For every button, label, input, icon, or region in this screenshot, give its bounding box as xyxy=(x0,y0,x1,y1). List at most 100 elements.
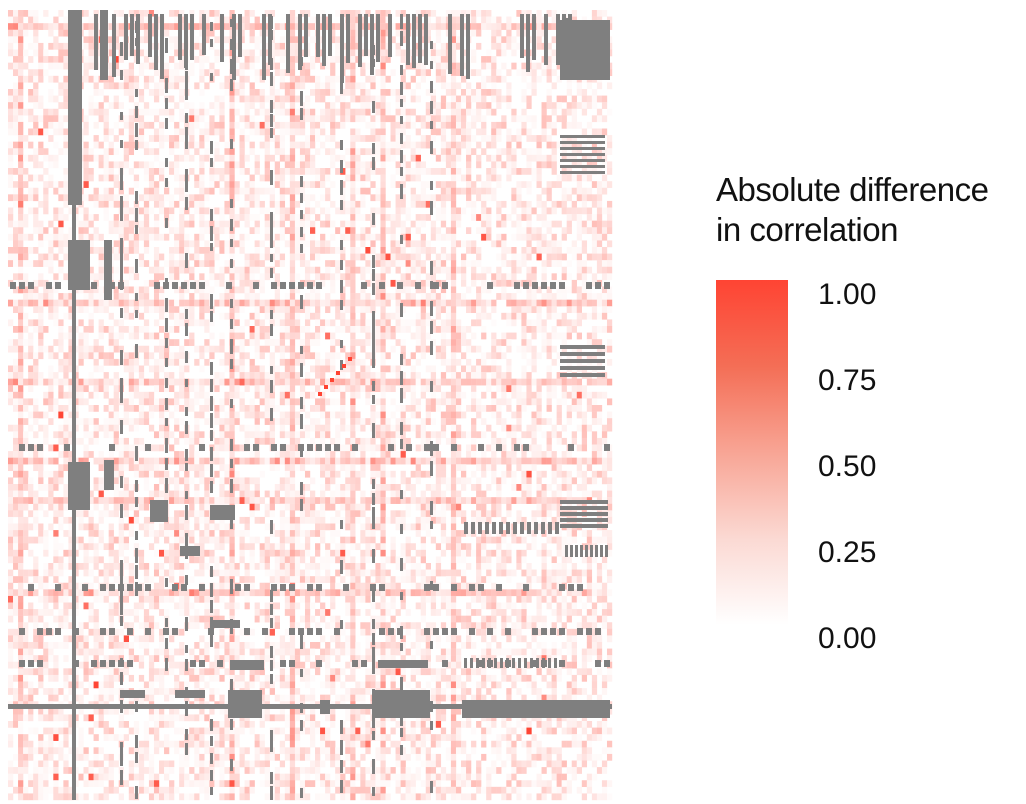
heatmap-cell xyxy=(274,405,280,412)
heatmap-cell xyxy=(405,279,411,287)
heatmap-cell xyxy=(219,187,225,195)
heatmap-cell xyxy=(304,266,311,274)
heatmap-cell xyxy=(395,23,401,30)
heatmap-cell xyxy=(179,75,185,83)
heatmap-cell xyxy=(531,424,537,432)
heatmap-cell xyxy=(28,69,34,77)
heatmap-cell xyxy=(63,405,69,412)
heatmap-cell xyxy=(224,148,230,156)
heatmap-cell xyxy=(274,279,280,287)
heatmap-cell xyxy=(596,253,603,261)
heatmap-cell xyxy=(169,56,175,63)
heatmap-cell xyxy=(189,266,195,274)
heatmap-cell xyxy=(335,23,341,30)
heatmap-cell xyxy=(556,141,562,149)
heatmap-cell xyxy=(330,319,336,327)
heatmap-cell xyxy=(405,405,411,412)
heatmap-cell xyxy=(28,42,34,50)
heatmap-cell xyxy=(415,168,421,175)
heatmap-cell xyxy=(83,207,89,215)
heatmap-cell xyxy=(481,220,487,228)
heatmap-cell xyxy=(476,299,482,307)
heatmap-cell xyxy=(380,319,386,327)
heatmap-cell xyxy=(199,128,205,136)
heatmap-cell xyxy=(249,411,255,419)
heatmap-cell xyxy=(294,36,301,44)
heatmap-cell xyxy=(461,352,467,360)
heatmap-cell xyxy=(450,187,457,195)
heatmap-cell xyxy=(143,207,150,215)
heatmap-cell xyxy=(430,431,437,439)
heatmap-cell xyxy=(521,326,527,333)
heatmap-cell xyxy=(340,385,346,393)
heatmap-cell xyxy=(355,200,361,208)
heatmap-cell xyxy=(576,273,582,281)
heatmap-cell xyxy=(345,352,351,360)
heatmap-cell xyxy=(440,247,447,254)
heatmap-cell xyxy=(128,10,135,17)
heatmap-cell xyxy=(148,10,155,17)
heatmap-cell xyxy=(63,102,69,109)
heatmap-cell xyxy=(455,115,462,123)
heatmap-cell xyxy=(174,319,180,327)
heatmap-cell xyxy=(194,411,200,419)
heatmap-cell xyxy=(350,266,356,274)
heatmap-cell xyxy=(179,253,185,261)
heatmap-cell xyxy=(601,161,608,169)
heatmap-cell xyxy=(435,168,442,175)
heatmap-cell xyxy=(93,391,99,399)
heatmap-cell xyxy=(491,82,497,90)
heatmap-cell xyxy=(98,326,104,333)
heatmap-cell xyxy=(88,240,94,248)
heatmap-cell xyxy=(335,42,341,50)
heatmap-cell xyxy=(491,161,497,169)
heatmap-cell xyxy=(113,200,119,208)
heatmap-cell xyxy=(315,418,321,425)
heatmap-cell xyxy=(153,358,160,366)
heatmap-cell xyxy=(571,200,577,208)
heatmap-cell xyxy=(566,286,572,294)
heatmap-cell xyxy=(420,306,426,314)
heatmap-cell xyxy=(365,233,371,241)
heatmap-cell xyxy=(239,214,245,221)
heatmap-cell xyxy=(506,42,512,50)
heatmap-cell xyxy=(440,378,447,386)
heatmap-cell xyxy=(581,299,588,307)
heatmap-cell xyxy=(315,312,321,320)
heatmap-cell xyxy=(435,385,442,393)
heatmap-cell xyxy=(440,260,447,267)
heatmap-cell xyxy=(365,75,371,83)
heatmap-cell xyxy=(58,128,64,136)
heatmap-cell xyxy=(274,372,280,379)
heatmap-cell xyxy=(310,154,316,162)
heatmap-cell xyxy=(606,345,613,353)
heatmap-cell xyxy=(461,332,467,340)
heatmap-cell xyxy=(214,10,220,17)
heatmap-cell xyxy=(430,293,437,300)
heatmap-cell xyxy=(425,108,431,116)
heatmap-cell xyxy=(194,418,200,425)
heatmap-cell xyxy=(113,135,119,142)
heatmap-cell xyxy=(365,260,371,267)
heatmap-cell xyxy=(33,247,39,254)
heatmap-cell xyxy=(496,214,502,221)
heatmap-cell xyxy=(98,200,104,208)
heatmap-cell xyxy=(415,431,421,439)
heatmap-cell xyxy=(471,69,477,77)
heatmap-cell xyxy=(320,181,326,188)
heatmap-cell xyxy=(541,135,547,142)
heatmap-cell xyxy=(601,95,608,103)
heatmap-cell xyxy=(229,286,235,294)
heatmap-cell xyxy=(224,352,230,360)
heatmap-cell xyxy=(299,326,306,333)
heatmap-cell xyxy=(370,95,376,103)
heatmap-cell xyxy=(375,345,381,353)
heatmap-cell xyxy=(481,306,487,314)
heatmap-cell xyxy=(405,378,411,386)
heatmap-cell xyxy=(496,233,502,241)
heatmap-cell xyxy=(571,319,577,327)
heatmap-cell xyxy=(536,135,542,142)
heatmap-cell xyxy=(320,326,326,333)
heatmap-cell xyxy=(450,299,457,307)
heatmap-cell xyxy=(128,286,135,294)
